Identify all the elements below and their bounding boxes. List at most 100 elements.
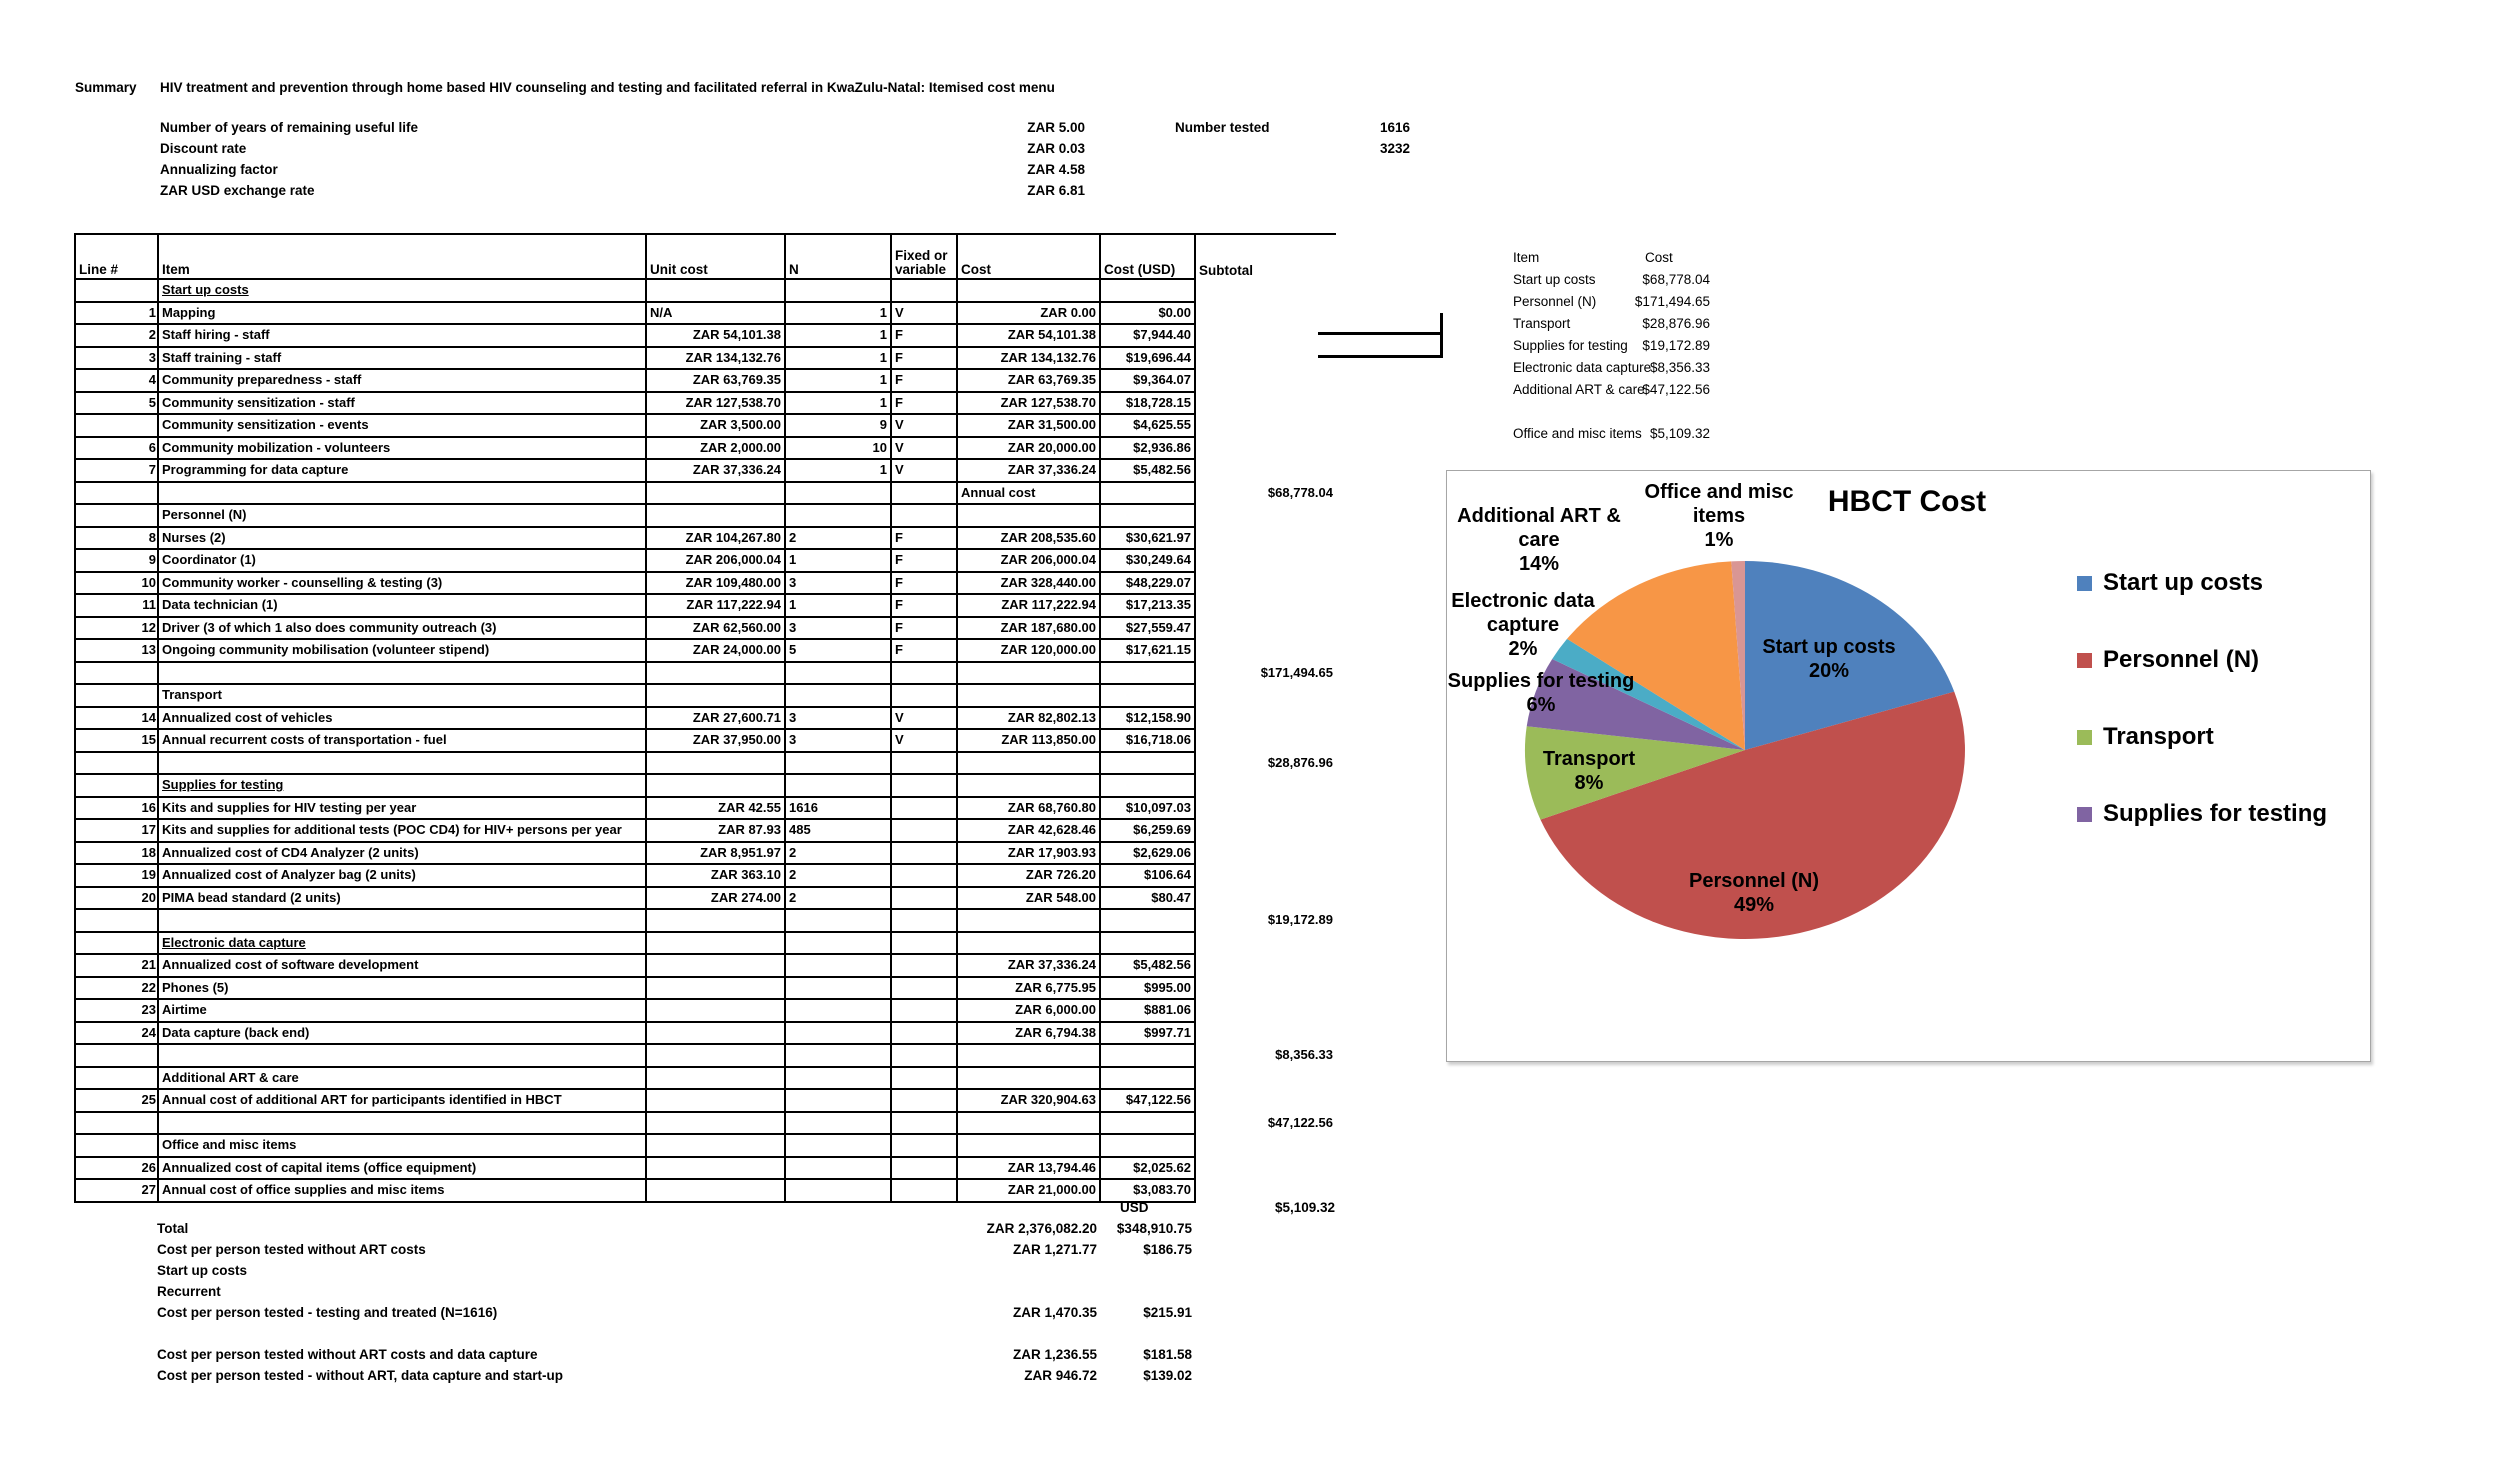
cell-unit-cost[interactable]: ZAR 104,267.80: [645, 525, 786, 550]
cell-subtotal[interactable]: $68,778.04: [1267, 484, 1333, 500]
bracket-shape-bottom[interactable]: [1318, 355, 1442, 358]
cell-fixed-variable[interactable]: [890, 1088, 958, 1113]
cell-subtotal[interactable]: [1195, 279, 1336, 302]
pie-slice-personnel-n-[interactable]: [1540, 691, 1965, 939]
cell-item[interactable]: Community sensitization - staff: [157, 390, 647, 415]
col-header-item[interactable]: Item: [157, 233, 647, 280]
pie-slice-supplies-for-testing[interactable]: [1526, 658, 1745, 750]
cell-item[interactable]: Annual cost of office supplies and misc …: [157, 1178, 647, 1203]
cell-n[interactable]: [784, 278, 892, 303]
cell-item[interactable]: Phones (5): [157, 975, 647, 1000]
cell-cost-usd[interactable]: [1099, 908, 1196, 933]
cell-unit-cost[interactable]: ZAR 63,769.35: [645, 368, 786, 393]
cell-n[interactable]: [784, 750, 892, 775]
cell-cost-usd[interactable]: $106.64: [1099, 863, 1196, 888]
cell-cost-usd[interactable]: [1099, 930, 1196, 955]
cell-subtotal[interactable]: [1195, 572, 1336, 595]
cell-line-number[interactable]: [74, 930, 159, 955]
cell-item[interactable]: Annualized cost of Analyzer bag (2 units…: [157, 863, 647, 888]
cell-item[interactable]: Annual recurrent costs of transportation…: [157, 728, 647, 753]
cell-subtotal[interactable]: [1195, 324, 1336, 347]
cell-line-number[interactable]: 23: [74, 998, 159, 1023]
cell-fixed-variable[interactable]: V: [890, 458, 958, 483]
legend-swatch-supplies-for-testing[interactable]: [2077, 807, 2092, 822]
cell-subtotal[interactable]: [1195, 302, 1336, 325]
cell-cost-usd[interactable]: $2,025.62: [1099, 1155, 1196, 1180]
cell-item[interactable]: Coordinator (1): [157, 548, 647, 573]
cell-subtotal[interactable]: [1195, 774, 1336, 797]
cell-cost-usd[interactable]: $4,625.55: [1099, 413, 1196, 438]
cell-fixed-variable[interactable]: [890, 683, 958, 708]
cell-cost[interactable]: [956, 503, 1101, 528]
pie-chart-panel[interactable]: HBCT Cost Start up costs 20% Personnel (N)…: [1446, 470, 2371, 1062]
cell-cost[interactable]: [956, 660, 1101, 685]
cell-cost-usd[interactable]: $9,364.07: [1099, 368, 1196, 393]
cell-cost-usd[interactable]: $19,696.44: [1099, 345, 1196, 370]
cell-cost-usd[interactable]: [1099, 480, 1196, 505]
cell-fixed-variable[interactable]: [890, 795, 958, 820]
pie-slice-transport[interactable]: [1524, 726, 1745, 820]
col-header-cost-usd[interactable]: Cost (USD): [1099, 233, 1196, 280]
cell-line-number[interactable]: 1: [74, 300, 159, 325]
cell-n[interactable]: [784, 1110, 892, 1135]
cell-cost[interactable]: ZAR 20,000.00: [956, 435, 1101, 460]
cell-subtotal[interactable]: [1195, 1157, 1336, 1180]
cell-fixed-variable[interactable]: F: [890, 593, 958, 618]
cell-cost-usd[interactable]: $997.71: [1099, 1020, 1196, 1045]
cell-fixed-variable[interactable]: V: [890, 705, 958, 730]
cell-unit-cost[interactable]: [645, 1110, 786, 1135]
cell-fixed-variable[interactable]: F: [890, 548, 958, 573]
cell-cost[interactable]: ZAR 0.00: [956, 300, 1101, 325]
cell-fixed-variable[interactable]: [890, 840, 958, 865]
cell-fixed-variable[interactable]: [890, 1043, 958, 1068]
cell-item[interactable]: Ongoing community mobilisation (voluntee…: [157, 638, 647, 663]
cell-fixed-variable[interactable]: [890, 863, 958, 888]
cell-unit-cost[interactable]: ZAR 54,101.38: [645, 323, 786, 348]
cell-line-number[interactable]: 2: [74, 323, 159, 348]
cell-item[interactable]: Kits and supplies for additional tests (…: [157, 818, 647, 843]
cell-subtotal[interactable]: [1195, 347, 1336, 370]
cell-unit-cost[interactable]: ZAR 8,951.97: [645, 840, 786, 865]
cell-fixed-variable[interactable]: [890, 818, 958, 843]
cell-fixed-variable[interactable]: V: [890, 300, 958, 325]
cell-line-number[interactable]: 25: [74, 1088, 159, 1113]
cell-item[interactable]: [157, 908, 647, 933]
cell-cost-usd[interactable]: $12,158.90: [1099, 705, 1196, 730]
cell-fixed-variable[interactable]: [890, 278, 958, 303]
cell-line-number[interactable]: 9: [74, 548, 159, 573]
cell-cost-usd[interactable]: [1099, 1065, 1196, 1090]
cell-cost-usd[interactable]: [1099, 683, 1196, 708]
cell-n[interactable]: 10: [784, 435, 892, 460]
cell-unit-cost[interactable]: ZAR 37,950.00: [645, 728, 786, 753]
cell-item[interactable]: [157, 750, 647, 775]
cell-fixed-variable[interactable]: V: [890, 728, 958, 753]
cell-cost[interactable]: ZAR 206,000.04: [956, 548, 1101, 573]
cell-unit-cost[interactable]: ZAR 363.10: [645, 863, 786, 888]
cell-n[interactable]: [784, 1043, 892, 1068]
cell-unit-cost[interactable]: ZAR 274.00: [645, 885, 786, 910]
cell-subtotal[interactable]: [1195, 414, 1336, 437]
cell-line-number[interactable]: 15: [74, 728, 159, 753]
cell-line-number[interactable]: [74, 773, 159, 798]
cell-cost[interactable]: ZAR 320,904.63: [956, 1088, 1101, 1113]
cell-subtotal[interactable]: [1195, 842, 1336, 865]
cell-n[interactable]: [784, 660, 892, 685]
cell-line-number[interactable]: 6: [74, 435, 159, 460]
cell-subtotal[interactable]: [1195, 864, 1336, 887]
cell-cost-usd[interactable]: [1099, 278, 1196, 303]
cell-cost[interactable]: [956, 773, 1101, 798]
cell-n[interactable]: [784, 975, 892, 1000]
cell-line-number[interactable]: 19: [74, 863, 159, 888]
cell-n[interactable]: 1: [784, 548, 892, 573]
cell-n[interactable]: 2: [784, 885, 892, 910]
cell-cost[interactable]: [956, 750, 1101, 775]
cell-line-number[interactable]: [74, 683, 159, 708]
cell-cost-usd[interactable]: $18,728.15: [1099, 390, 1196, 415]
cell-line-number[interactable]: [74, 908, 159, 933]
cell-n[interactable]: [784, 930, 892, 955]
cell-cost[interactable]: ZAR 6,794.38: [956, 1020, 1101, 1045]
param-value[interactable]: ZAR 4.58: [1027, 162, 1085, 177]
cell-fixed-variable[interactable]: F: [890, 525, 958, 550]
cell-item[interactable]: Annualized cost of capital items (office…: [157, 1155, 647, 1180]
cell-item[interactable]: Office and misc items: [157, 1133, 647, 1158]
